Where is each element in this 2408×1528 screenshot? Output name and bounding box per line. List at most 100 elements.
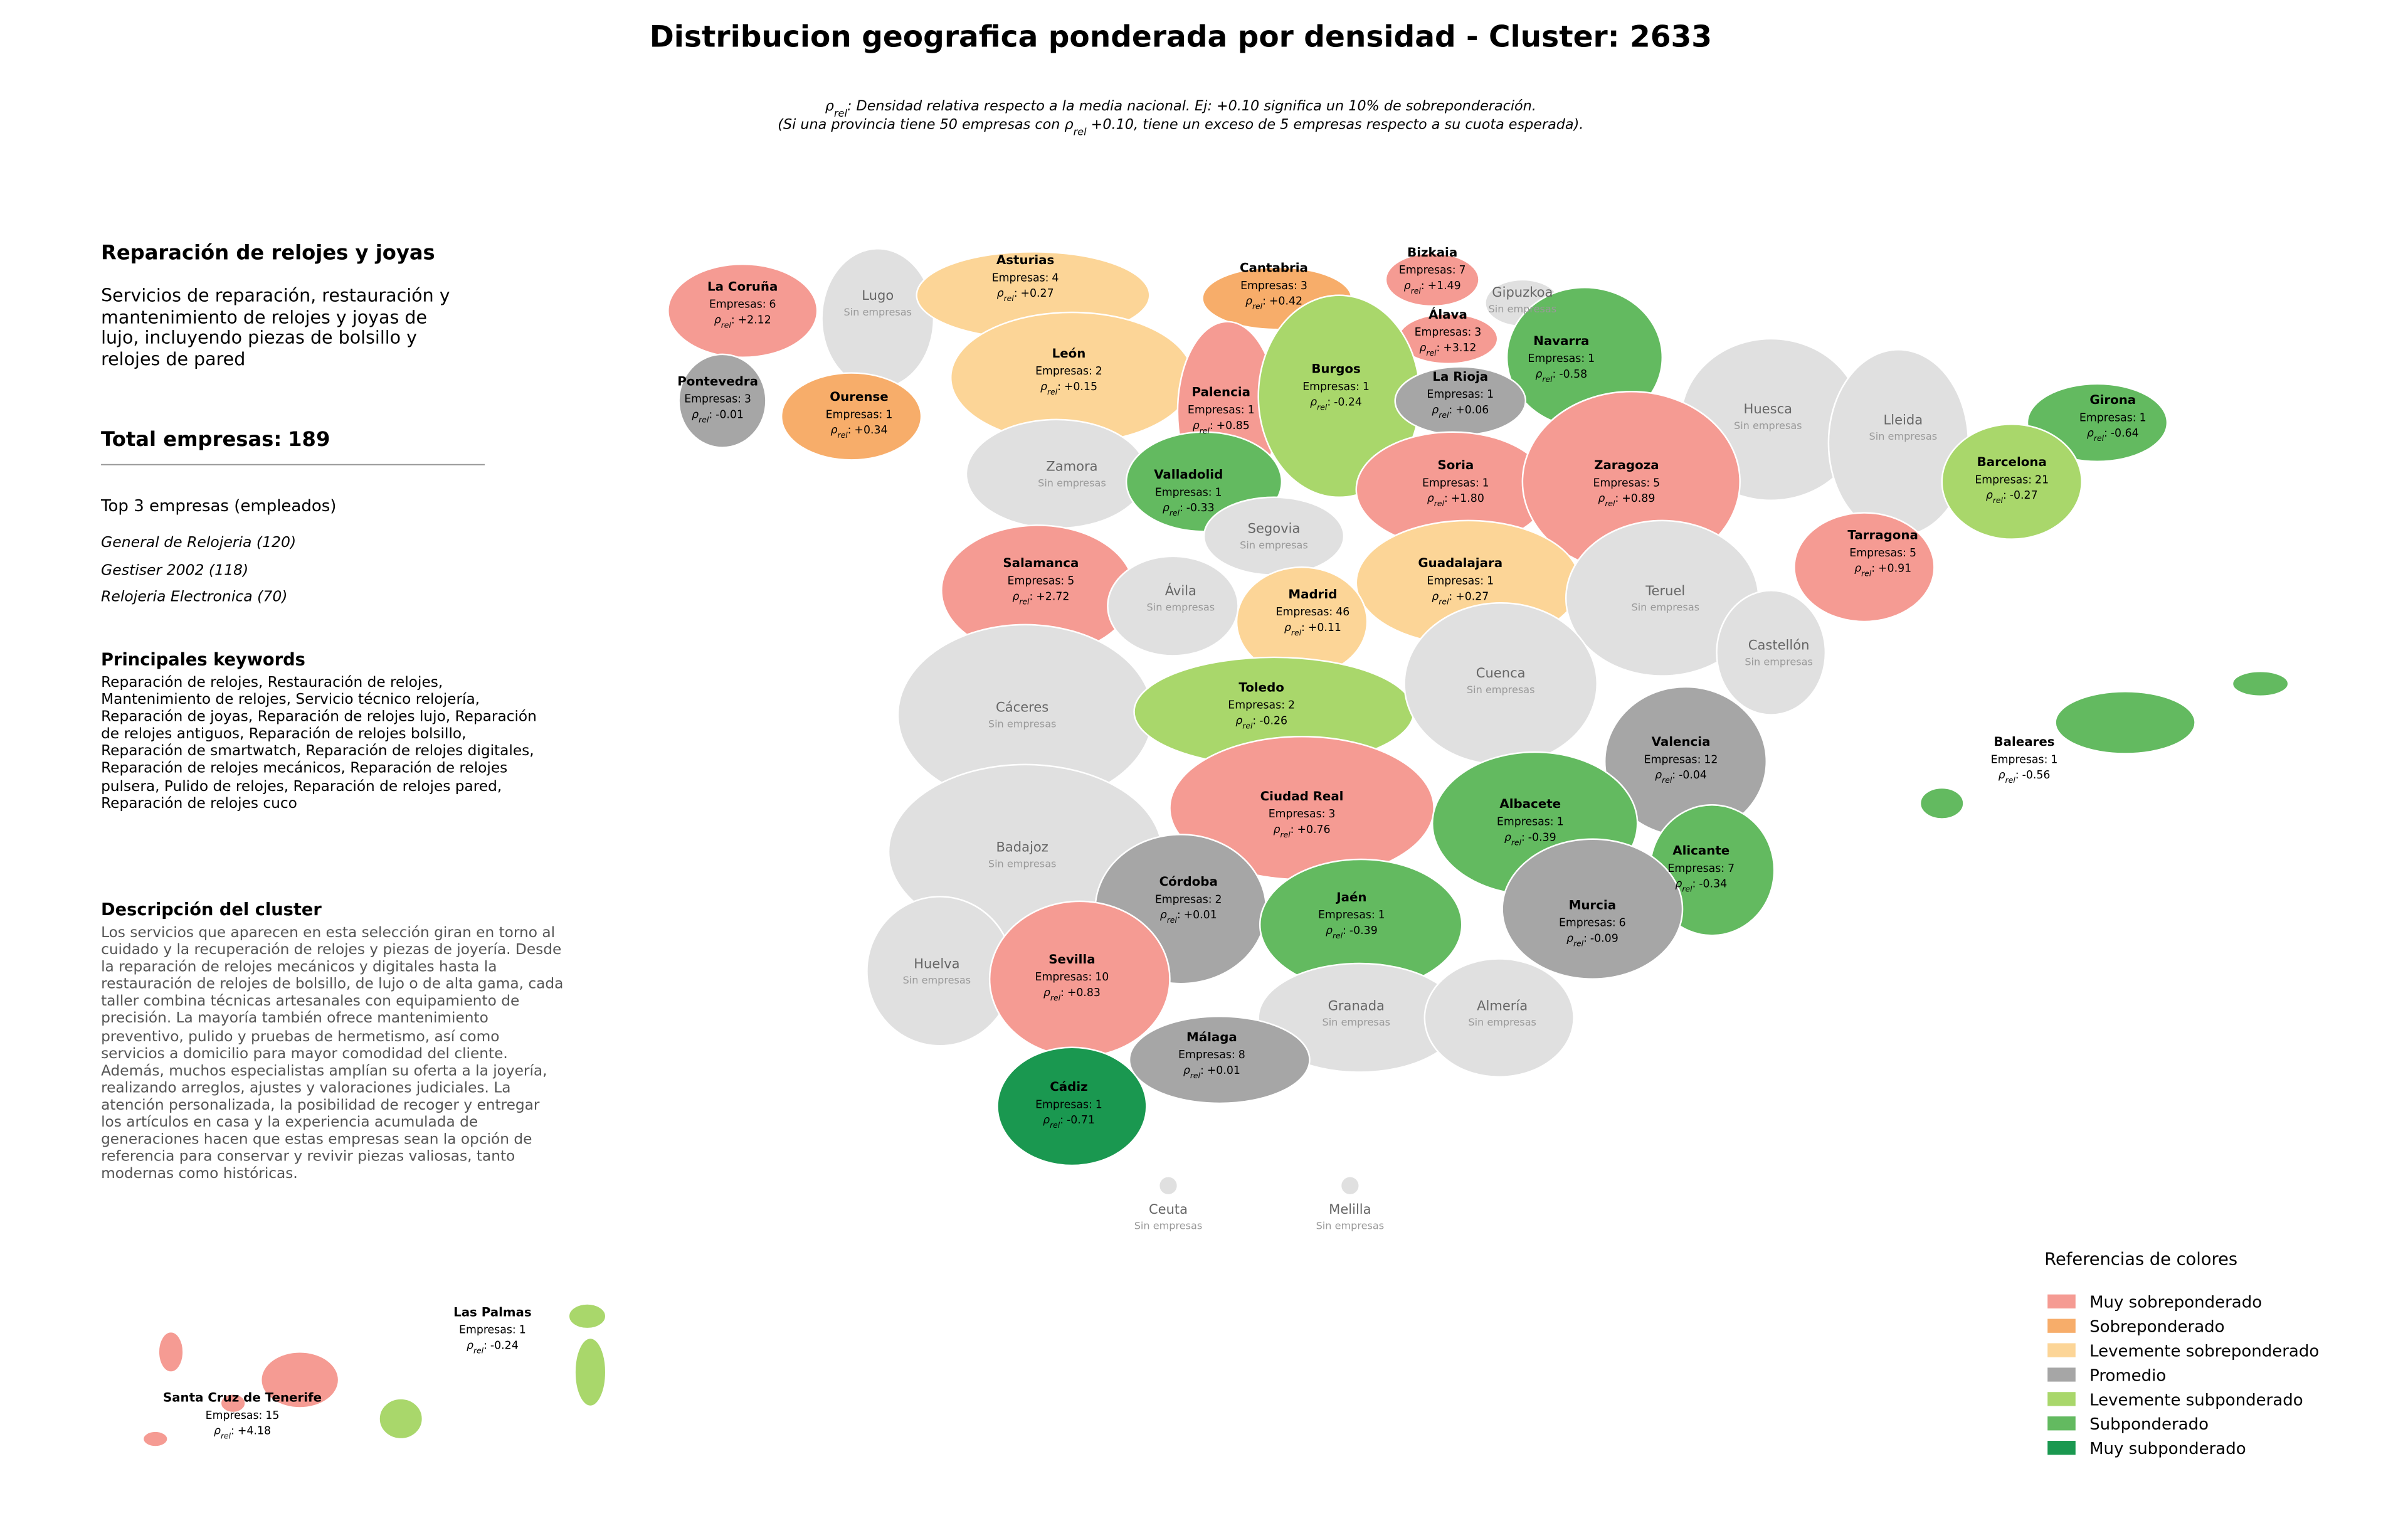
legend-swatch xyxy=(2047,1392,2076,1406)
rho-symbol: ρ xyxy=(714,314,721,326)
rho-symbol: ρ xyxy=(1419,342,1426,354)
top-item: Gestiser 2002 (118) xyxy=(101,561,248,579)
rho-colon: : xyxy=(1177,909,1181,921)
companies-text: Empresas: xyxy=(1849,547,1906,560)
rho-sub: rel xyxy=(2094,434,2104,443)
companies-text: Empresas: xyxy=(1318,909,1375,921)
companies-text: Empresas: xyxy=(1427,575,1484,587)
rho-symbol: ρ xyxy=(1163,502,1170,514)
companies-label: Empresas: 3 xyxy=(1269,808,1336,820)
province-name: Sevilla xyxy=(1048,952,1095,967)
rho-colon: : xyxy=(1210,420,1213,432)
province-name: Bizkaia xyxy=(1407,245,1457,260)
rho-sub: rel xyxy=(1605,499,1615,508)
rho-colon: : xyxy=(231,1425,235,1438)
rho-sub: rel xyxy=(1242,721,1253,730)
companies-text: Empresas: xyxy=(992,272,1049,284)
rho-colon: : xyxy=(1301,622,1305,634)
rho-colon: : xyxy=(1252,714,1256,727)
companies-text: Empresas: xyxy=(1035,1098,1092,1111)
province-name: Santa Cruz de Tenerife xyxy=(163,1391,322,1405)
rho-value: +0.83 xyxy=(1067,987,1101,999)
province-name: Alicante xyxy=(1672,844,1729,858)
rho-colon: : xyxy=(2003,489,2007,502)
no-companies: Sin empresas xyxy=(1631,602,1699,613)
rho-label: ρrel: +0.01 xyxy=(1160,909,1217,925)
province-name: Cuenca xyxy=(1476,665,1526,681)
province-name: León xyxy=(1052,346,1086,361)
rho-colon: : xyxy=(1343,925,1346,937)
rho-symbol: ρ xyxy=(997,287,1004,300)
companies-value: 4 xyxy=(1052,272,1059,284)
rho-label: ρrel: -0.24 xyxy=(1310,396,1362,412)
companies-label: Empresas: 1 xyxy=(1155,486,1222,499)
companies-value: 1 xyxy=(1487,575,1494,587)
keywords-box: Reparación de relojes, Restauración de r… xyxy=(101,674,537,812)
companies-label: Empresas: 7 xyxy=(1399,264,1466,277)
top-item: General de Relojeria (120) xyxy=(101,533,296,551)
companies-label: Empresas: 1 xyxy=(1422,477,1489,489)
companies-text: Empresas: xyxy=(1559,917,1616,930)
province-shape xyxy=(1827,349,1970,537)
companies-value: 12 xyxy=(1704,753,1718,766)
rho-sub: rel xyxy=(473,1346,484,1355)
companies-text: Empresas: xyxy=(459,1324,516,1337)
rho-symbol: ρ xyxy=(1535,368,1542,381)
rho-label: ρrel: +0.85 xyxy=(1193,420,1250,435)
province-name: Navarra xyxy=(1533,334,1589,348)
rho-value: -0.39 xyxy=(1528,831,1556,844)
subtitle-text: : Densidad relativa respecto a la media … xyxy=(847,98,1536,114)
rho-symbol: ρ xyxy=(1183,1064,1190,1077)
province-name: Girona xyxy=(2089,393,2136,407)
rho-sub: rel xyxy=(837,431,848,440)
rho-value: +0.76 xyxy=(1297,824,1330,836)
title: Distribucion geografica ponderada por de… xyxy=(650,19,1712,54)
rho-colon: : xyxy=(1692,878,1696,891)
rho-colon: : xyxy=(1449,404,1452,416)
rho-symbol: ρ xyxy=(1310,396,1317,409)
companies-text: Empresas: xyxy=(1276,606,1333,618)
rho-sub: rel xyxy=(1682,885,1692,894)
no-companies: Sin empresas xyxy=(1147,602,1215,613)
rho-symbol: ρ xyxy=(1566,932,1573,945)
rho-sub: rel xyxy=(1050,994,1061,1002)
legend-label: Subponderado xyxy=(2089,1415,2209,1434)
rho-label: ρrel: -0.34 xyxy=(1675,878,1727,894)
rho-symbol: ρ xyxy=(1326,925,1333,937)
companies-value: 5 xyxy=(1909,547,1916,560)
total-label: Total empresas: xyxy=(101,427,282,451)
no-companies: Sin empresas xyxy=(1322,1016,1390,1028)
rho-symbol: ρ xyxy=(1598,492,1605,505)
companies-value: 1 xyxy=(1557,815,1564,828)
rho-sub: rel xyxy=(1047,388,1058,396)
province-name: Palencia xyxy=(1191,385,1250,400)
rho-label: ρrel: +0.11 xyxy=(1284,622,1341,637)
rho-symbol: ρ xyxy=(1160,909,1167,921)
companies-label: Empresas: 1 xyxy=(1528,353,1595,365)
companies-value: 46 xyxy=(1336,606,1349,618)
rho-symbol: ρ xyxy=(1040,381,1047,393)
companies-label: Empresas: 6 xyxy=(709,299,776,311)
rho-colon: : xyxy=(1521,831,1525,844)
rho-sub: rel xyxy=(1573,939,1584,948)
province-shape xyxy=(260,1351,340,1409)
rho-label: ρrel: +0.27 xyxy=(997,287,1054,303)
province-name: Álava xyxy=(1428,307,1467,322)
companies-label: Empresas: 5 xyxy=(1008,575,1075,587)
companies-label: Empresas: 2 xyxy=(1035,365,1102,378)
province-name: Jaén xyxy=(1335,890,1366,905)
province-shape xyxy=(1339,1175,1360,1196)
rho-value: -0.24 xyxy=(1334,396,1362,409)
province-shape xyxy=(1793,512,1935,623)
companies-label: Empresas: 1 xyxy=(1497,815,1564,828)
no-companies: Sin empresas xyxy=(903,974,971,986)
rho-colon: : xyxy=(1060,987,1064,999)
companies-text: Empresas: xyxy=(1008,575,1065,587)
cluster-heading: Descripción del cluster xyxy=(101,900,322,920)
companies-label: Empresas: 15 xyxy=(206,1409,280,1422)
province-shape xyxy=(1385,252,1480,307)
rho-sub: rel xyxy=(1439,597,1449,606)
top-heading: Top 3 empresas (empleados) xyxy=(100,497,336,516)
description: Servicios de reparación, restauración y … xyxy=(101,285,450,369)
